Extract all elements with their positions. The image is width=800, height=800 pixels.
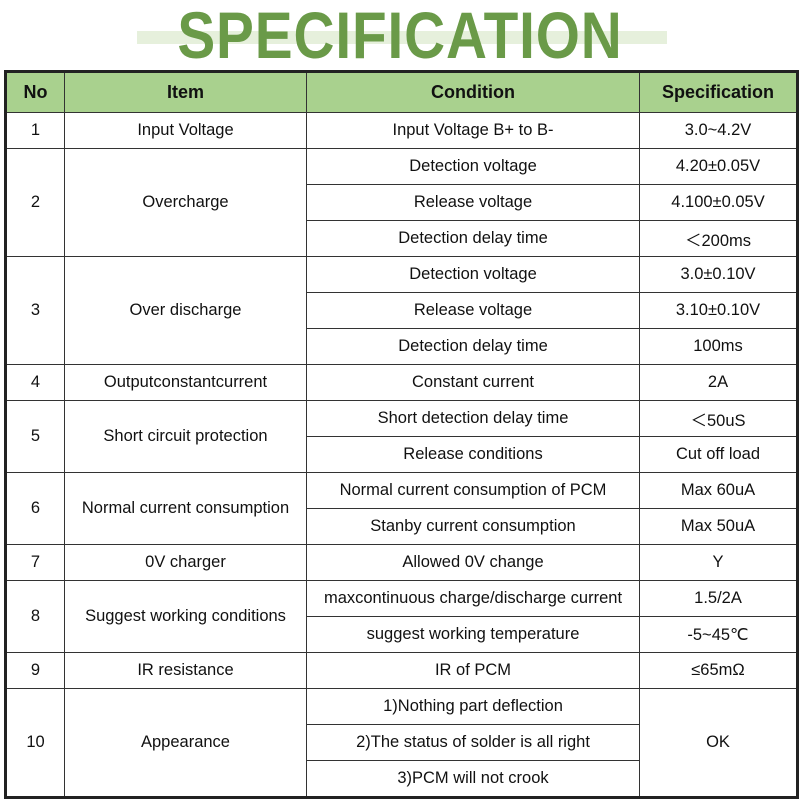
cell-condition: Input Voltage B+ to B- [306, 112, 640, 149]
cell-item: Outputconstantcurrent [64, 364, 307, 401]
cell-condition: Release voltage [306, 292, 640, 329]
cell-specification: Max 60uA [639, 472, 798, 509]
cell-specification: ≤65mΩ [639, 652, 798, 689]
cell-condition: Normal current consumption of PCM [306, 472, 640, 509]
cell-specification: OK [639, 688, 798, 798]
cell-item: Over discharge [64, 256, 307, 365]
table-row: Release voltage 3.10±0.10V [6, 292, 798, 329]
cell-item: Suggest working conditions [64, 580, 307, 653]
cell-condition: Release conditions [306, 436, 640, 473]
table-row: 9 IR resistance IR of PCM ≤65mΩ [5, 652, 798, 689]
cell-no: 8 [5, 580, 65, 653]
title-highlight-band [137, 31, 667, 44]
cell-condition: Detection delay time [306, 220, 640, 257]
table-row: 10 Appearance 1)Nothing part deflection OK [5, 688, 798, 798]
cell-no: 9 [5, 652, 65, 689]
cell-condition: Short detection delay time [306, 400, 640, 437]
cell-item: Appearance [64, 688, 307, 798]
table-row: 4 Outputconstantcurrent Constant current 2A [5, 364, 798, 401]
cell-no: 7 [5, 544, 65, 581]
table-row: 3)PCM will not crook [6, 760, 798, 798]
cell-item: 0V charger [64, 544, 307, 581]
cell-specification: 100ms [639, 328, 798, 365]
table-row: 7 0V charger Allowed 0V change Y [5, 544, 798, 581]
cell-specification: 4.100±0.05V [639, 184, 798, 221]
cell-condition: Stanby current consumption [306, 508, 640, 545]
cell-condition: IR of PCM [306, 652, 640, 689]
table-row: 3 Over discharge Detection voltage 3.0±0.10… [5, 256, 798, 365]
cell-specification: 3.0±0.10V [639, 256, 798, 293]
cell-condition: maxcontinuous charge/discharge current [306, 580, 640, 617]
page-title: SPECIFICATION [177, 0, 623, 72]
table-header-row: No Item Condition Specification [5, 71, 798, 113]
cell-specification: 4.20±0.05V [639, 148, 798, 185]
cell-specification: ＜200ms [639, 220, 798, 257]
table-row: 2 Overcharge Detection voltage 4.20±0.05V [5, 148, 798, 257]
cell-specification: 3.0~4.2V [639, 112, 798, 149]
header-no: No [5, 71, 65, 113]
cell-item: Short circuit protection [64, 400, 307, 473]
cell-specification: ＜50uS [639, 400, 798, 437]
cell-specification: 1.5/2A [639, 580, 798, 617]
cell-condition: 2)The status of solder is all right [306, 724, 640, 761]
cell-specification: Y [639, 544, 798, 581]
table-row: Stanby current consumption Max 50uA [6, 508, 798, 545]
table-row: 2)The status of solder is all right [6, 724, 798, 761]
cell-item: Normal current consumption [64, 472, 307, 545]
cell-specification: -5~45℃ [639, 616, 798, 653]
table-row: 8 Suggest working conditions maxcontinuous… [5, 580, 798, 653]
cell-condition: Constant current [306, 364, 640, 401]
cell-condition: Detection voltage [306, 148, 640, 185]
cell-no: 1 [5, 112, 65, 149]
cell-item: Overcharge [64, 148, 307, 257]
table-row: 5 Short circuit protection Short detection… [5, 400, 798, 473]
cell-specification: 3.10±0.10V [639, 292, 798, 329]
cell-specification: Cut off load [639, 436, 798, 473]
cell-condition: suggest working temperature [306, 616, 640, 653]
cell-condition: 3)PCM will not crook [306, 760, 640, 798]
header-item: Item [64, 71, 307, 113]
cell-condition: Release voltage [306, 184, 640, 221]
cell-no: 10 [5, 688, 65, 798]
table-row: Detection delay time 100ms [6, 328, 798, 365]
table-row: Release voltage 4.100±0.05V [6, 184, 798, 221]
table-row: 1 Input Voltage Input Voltage B+ to B- 3.0~… [5, 112, 798, 149]
cell-condition: Detection voltage [306, 256, 640, 293]
cell-item: Input Voltage [64, 112, 307, 149]
cell-specification: 2A [639, 364, 798, 401]
specification-table: No Item Condition Specification 1 Input V… [4, 70, 799, 799]
table-row: Detection delay time ＜200ms [6, 220, 798, 257]
cell-no: 3 [5, 256, 65, 365]
cell-specification: Max 50uA [639, 508, 798, 545]
cell-no: 6 [5, 472, 65, 545]
header-specification: Specification [639, 71, 798, 113]
header-condition: Condition [306, 71, 640, 113]
cell-condition: Detection delay time [306, 328, 640, 365]
cell-no: 4 [5, 364, 65, 401]
cell-item: IR resistance [64, 652, 307, 689]
cell-condition: Allowed 0V change [306, 544, 640, 581]
cell-no: 5 [5, 400, 65, 473]
cell-no: 2 [5, 148, 65, 257]
cell-condition: 1)Nothing part deflection [306, 688, 640, 725]
table-row: 6 Normal current consumption Normal curren… [5, 472, 798, 545]
